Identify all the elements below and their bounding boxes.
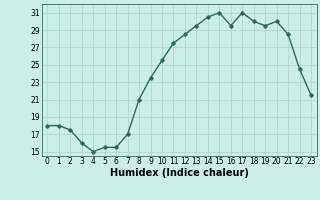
- X-axis label: Humidex (Indice chaleur): Humidex (Indice chaleur): [110, 168, 249, 178]
